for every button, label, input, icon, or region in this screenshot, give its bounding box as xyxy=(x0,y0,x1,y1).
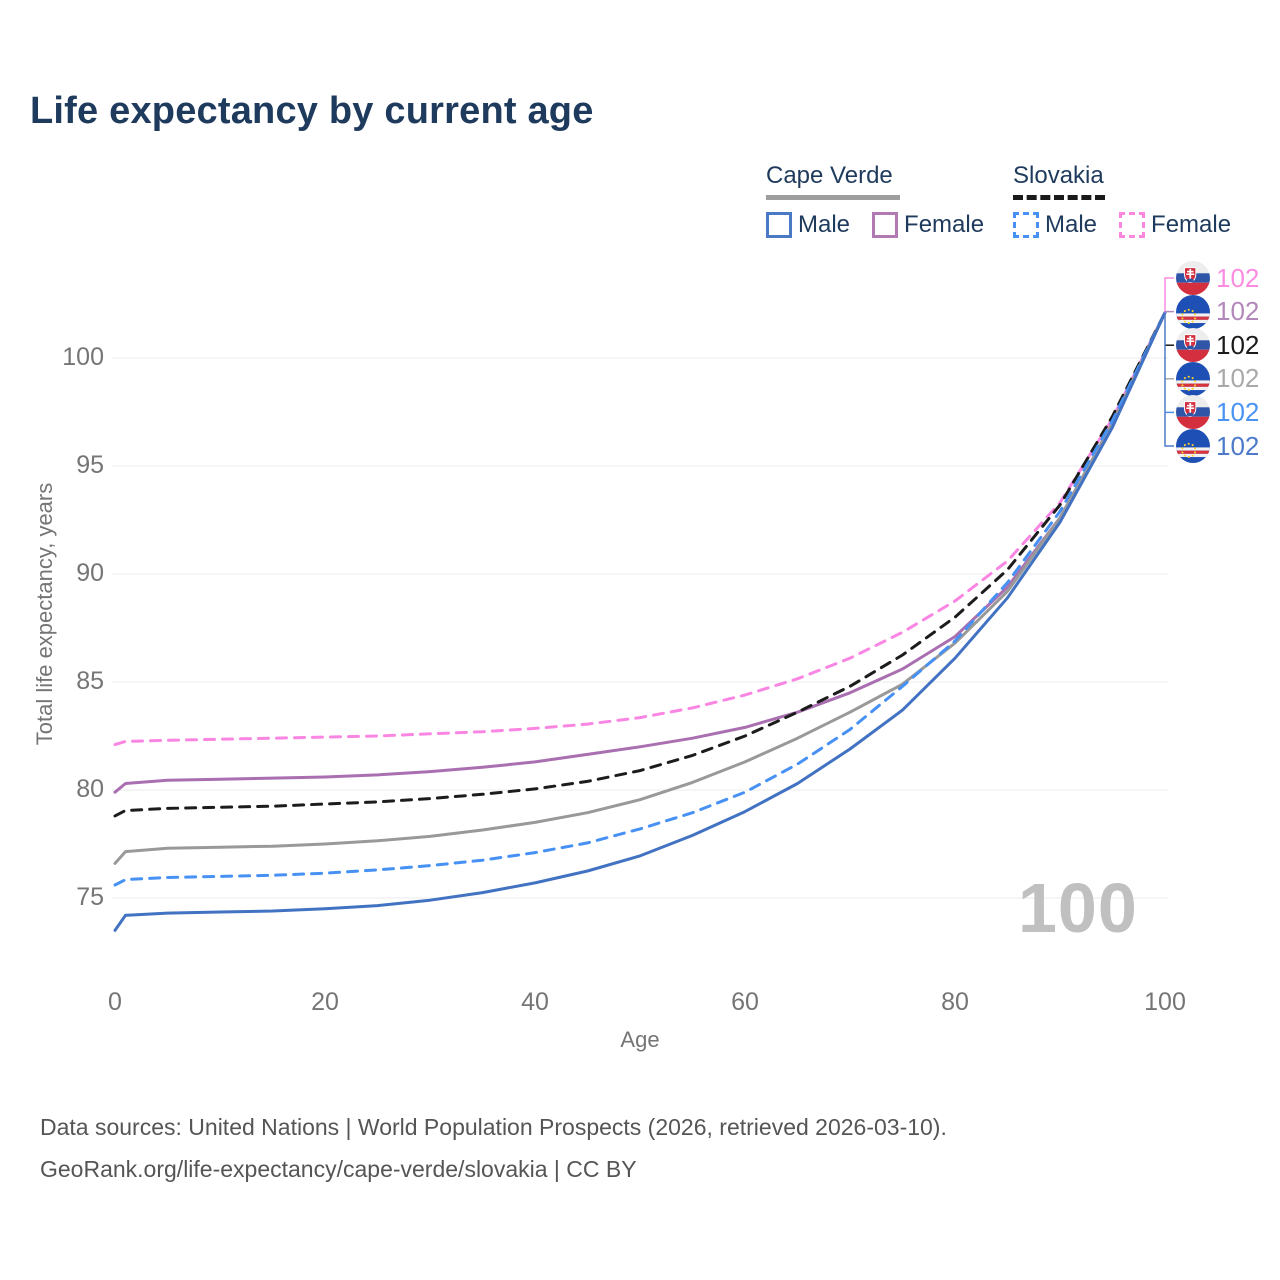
legend-item-label: Female xyxy=(1151,211,1232,238)
x-tick-label: 40 xyxy=(521,988,549,1016)
endpoint-row-slovakia-male: 102 xyxy=(1176,394,1259,430)
series-line-cape-verde-male xyxy=(113,311,1167,932)
y-tick-label: 80 xyxy=(76,775,104,803)
cape-verde-flag-icon xyxy=(1176,362,1210,396)
endpoint-value: 102 xyxy=(1216,430,1260,461)
y-tick-label: 90 xyxy=(76,559,104,587)
footer-url-line: GeoRank.org/life-expectancy/cape-verde/s… xyxy=(40,1156,637,1182)
endpoint-connector xyxy=(1164,277,1174,313)
cape-verde-flag-icon xyxy=(1176,295,1210,329)
age-counter-watermark: 100 xyxy=(1018,869,1138,947)
legend-group-cape-verde: Cape Verde Male Female xyxy=(766,162,1006,239)
legend-country-label: Slovakia xyxy=(1013,162,1104,189)
endpoint-connector xyxy=(1164,312,1174,447)
x-tick-label: 100 xyxy=(1144,988,1186,1016)
legend-dashed-line-icon xyxy=(1013,195,1105,200)
endpoint-row-cape-verde-male: 102 xyxy=(1176,428,1259,464)
slovakia-flag-icon xyxy=(1176,395,1210,429)
series-line-cape-verde xyxy=(113,311,1167,865)
endpoint-row-cape-verde-female: 102 xyxy=(1176,294,1259,330)
series-line-slovakia-male xyxy=(113,311,1167,887)
y-tick-label: 95 xyxy=(76,451,104,479)
legend-item-label: Male xyxy=(798,211,851,238)
x-tick-label: 0 xyxy=(108,988,122,1016)
x-tick-label: 60 xyxy=(731,988,759,1016)
endpoint-value: 102 xyxy=(1216,363,1260,394)
legend-item-label: Male xyxy=(1045,211,1098,238)
y-tick-label: 100 xyxy=(62,343,104,371)
legend-swatch-cape-verde-female-icon xyxy=(872,212,899,238)
series-line-cape-verde-female xyxy=(113,311,1167,794)
legend-swatch-slovakia-female-icon xyxy=(1119,212,1146,238)
series-line-slovakia xyxy=(113,311,1167,818)
y-tick-label: 85 xyxy=(76,667,104,695)
page-title: Life expectancy by current age xyxy=(30,90,594,132)
footer-sources-line: Data sources: United Nations | World Pop… xyxy=(40,1114,947,1140)
endpoint-row-slovakia: 102 xyxy=(1176,327,1259,363)
cape-verde-flag-icon xyxy=(1176,429,1210,463)
endpoint-value: 102 xyxy=(1216,396,1260,427)
endpoint-value: 102 xyxy=(1216,262,1260,293)
legend-country-label: Cape Verde xyxy=(766,162,893,189)
legend-group-slovakia: Slovakia Male Female xyxy=(1013,162,1253,239)
legend-item-label: Female xyxy=(904,211,985,238)
x-tick-label: 20 xyxy=(311,988,339,1016)
x-axis-title: Age xyxy=(620,1027,660,1052)
y-tick-label: 75 xyxy=(76,883,104,911)
series-line-slovakia-female xyxy=(113,311,1167,747)
endpoint-row-slovakia-female: 102 xyxy=(1176,260,1259,296)
endpoint-value: 102 xyxy=(1216,329,1260,360)
footer: Data sources: United Nations | World Pop… xyxy=(40,1106,947,1190)
legend-swatch-slovakia-male-icon xyxy=(1013,212,1039,238)
endpoint-value: 102 xyxy=(1216,296,1260,327)
legend-swatch-cape-verde-male-icon xyxy=(766,212,792,238)
x-tick-label: 80 xyxy=(941,988,969,1016)
endpoint-row-cape-verde: 102 xyxy=(1176,361,1259,397)
slovakia-flag-icon xyxy=(1176,261,1210,295)
legend-solid-line-icon xyxy=(766,195,900,200)
slovakia-flag-icon xyxy=(1176,328,1210,362)
